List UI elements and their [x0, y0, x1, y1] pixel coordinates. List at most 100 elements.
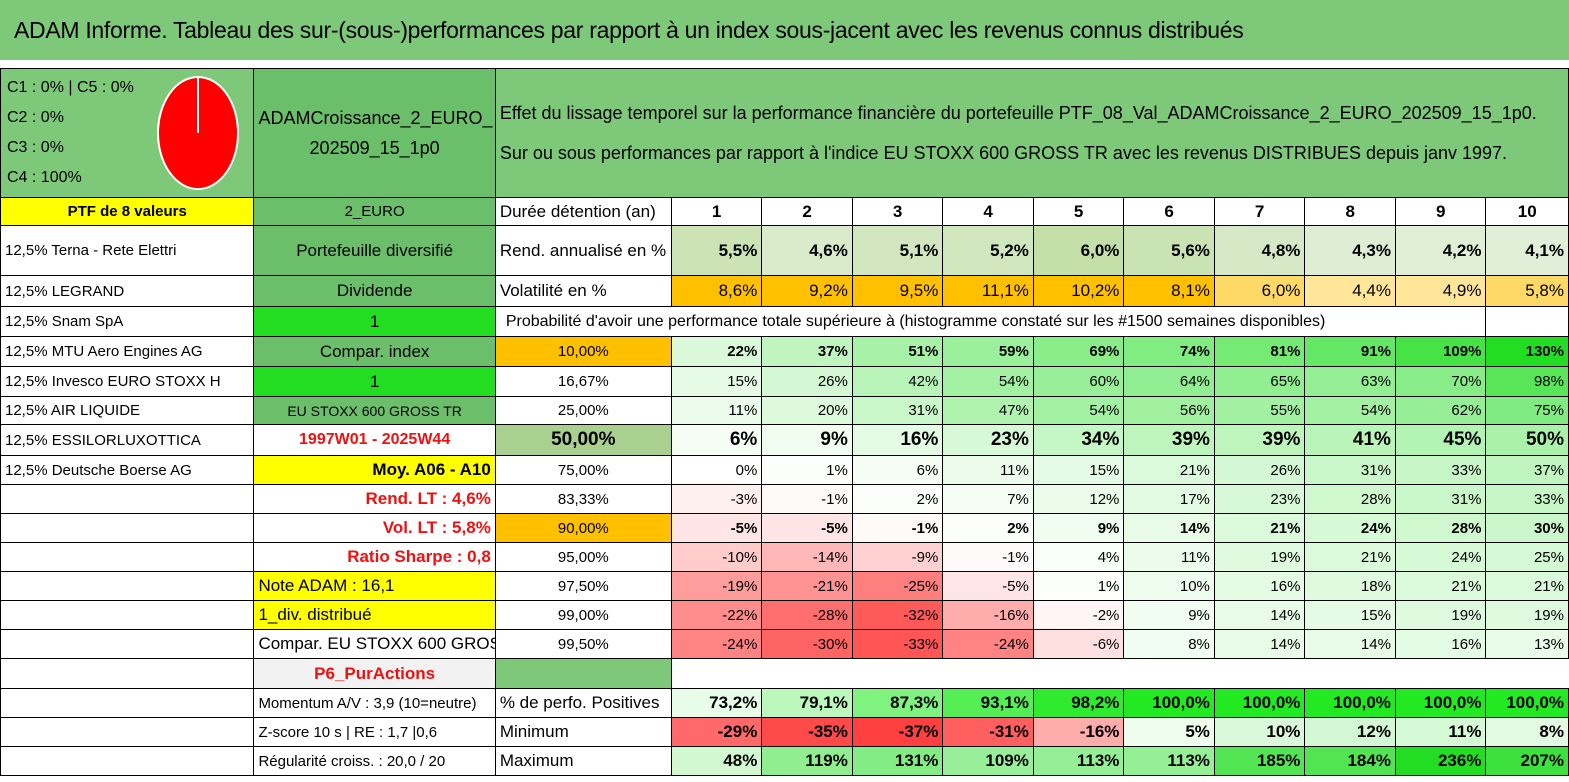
minimum-value: 8% — [1485, 717, 1569, 747]
minimum-value: -37% — [851, 717, 944, 747]
minimum-value: -31% — [942, 717, 1034, 747]
quantile-value: 59% — [942, 336, 1034, 367]
portfolio-name-line1: ADAMCroissance_2_EURO_ — [258, 108, 493, 128]
empty-cell — [0, 658, 255, 689]
quantile-value: 37% — [761, 336, 853, 367]
holding-item: 12,5% LEGRAND — [0, 275, 255, 307]
quantile-value: 1% — [761, 455, 853, 485]
quantile-value: 28% — [1304, 484, 1396, 514]
quantile-label: 25,00% — [494, 396, 672, 425]
quantile-value: 16% — [851, 424, 944, 456]
quantile-value: 81% — [1213, 336, 1306, 367]
regularity-label: Régularité croiss. : 20,0 / 20 — [253, 746, 496, 776]
quantile-value: 24% — [1394, 542, 1487, 572]
minimum-value: -35% — [761, 717, 853, 747]
vol-value: 11,1% — [942, 275, 1034, 307]
quantile-value: 1% — [1032, 571, 1125, 601]
quantile-value: -10% — [670, 542, 763, 572]
holding-item: 12,5% Snam SpA — [0, 306, 255, 337]
quantile-value: 18% — [1304, 571, 1396, 601]
quantile-value: 98% — [1485, 366, 1569, 397]
maximum-label: Maximum — [494, 746, 672, 776]
portfolio-name: ADAMCroissance_2_EURO_ 202509_15_1p0 — [253, 68, 496, 198]
rend-value: 4,1% — [1485, 225, 1569, 276]
rend-value: 5,5% — [670, 225, 763, 276]
vol-value: 6,0% — [1213, 275, 1306, 307]
quantile-value: 11% — [670, 396, 763, 425]
quantile-value: 42% — [851, 366, 944, 397]
quantile-value: 70% — [1394, 366, 1487, 397]
quantile-value: 34% — [1032, 424, 1125, 456]
portfolio-type: Portefeuille diversifié — [253, 225, 496, 276]
quantile-value: 22% — [670, 336, 763, 367]
quantile-value: -22% — [670, 600, 763, 630]
quantile-value: 28% — [1394, 513, 1487, 543]
positive-value: 100,0% — [1123, 688, 1215, 718]
quantile-value: -6% — [1032, 629, 1125, 659]
index-name: EU STOXX 600 GROSS TR — [253, 396, 496, 425]
empty-cell — [0, 484, 255, 514]
positive-value: 100,0% — [1485, 688, 1569, 718]
vol-value: 5,8% — [1485, 275, 1569, 307]
quantile-value: 11% — [942, 455, 1034, 485]
holding-item: 12,5% Invesco EURO STOXX H — [0, 366, 255, 397]
quantile-value: -5% — [670, 513, 763, 543]
quantile-value: 16% — [1394, 629, 1487, 659]
quantile-value: 19% — [1394, 600, 1487, 630]
portfolio-name-line2: 202509_15_1p0 — [309, 138, 440, 158]
rend-value: 4,8% — [1213, 225, 1306, 276]
quantile-value: 50% — [1485, 424, 1569, 456]
quantile-value: 31% — [851, 396, 944, 425]
quantile-value: 62% — [1394, 396, 1487, 425]
quantile-value: 12% — [1032, 484, 1125, 514]
comparison-label: Compar. EU STOXX 600 GROSS TI — [253, 629, 496, 659]
report-title: ADAM Informe. Tableau des sur-(sous-)per… — [0, 0, 1569, 60]
empty-cell — [670, 658, 1569, 689]
quantile-value: -1% — [761, 484, 853, 514]
quantile-label: 83,33% — [494, 484, 672, 514]
quantile-value: 65% — [1213, 366, 1306, 397]
quantile-value: 21% — [1123, 455, 1215, 485]
spacer — [0, 60, 1569, 68]
year-header: 4 — [942, 197, 1034, 226]
quantile-label: 97,50% — [494, 571, 672, 601]
quantile-value: -14% — [761, 542, 853, 572]
quantile-value: 39% — [1123, 424, 1215, 456]
quantile-value: 54% — [942, 366, 1034, 397]
positive-value: 79,1% — [761, 688, 853, 718]
quantile-value: 33% — [1394, 455, 1487, 485]
rend-value: 4,3% — [1304, 225, 1396, 276]
empty-cell — [0, 542, 255, 572]
quantile-value: 26% — [761, 366, 853, 397]
quantile-value: 21% — [1304, 542, 1396, 572]
holding-item: 12,5% ESSILORLUXOTTICA — [0, 424, 255, 456]
maximum-value: 48% — [670, 746, 763, 776]
empty-cell — [0, 571, 255, 601]
quantile-value: -16% — [942, 600, 1034, 630]
quantile-value: 30% — [1485, 513, 1569, 543]
year-header: 6 — [1123, 197, 1215, 226]
compar-index-value: 1 — [253, 366, 496, 397]
minimum-value: -16% — [1032, 717, 1125, 747]
quantile-value: -21% — [761, 571, 853, 601]
positive-value: 98,2% — [1032, 688, 1125, 718]
quantile-value: 31% — [1394, 484, 1487, 514]
holding-item: 12,5% Terna - Rete Elettri — [0, 225, 255, 276]
empty-cell — [0, 688, 255, 718]
maximum-value: 113% — [1123, 746, 1215, 776]
vol-value: 4,9% — [1394, 275, 1487, 307]
quantile-value: 54% — [1304, 396, 1396, 425]
quantile-value: 63% — [1304, 366, 1396, 397]
quantile-value: 21% — [1394, 571, 1487, 601]
currency-label: 2_EURO — [253, 197, 496, 226]
empty-cell — [0, 717, 255, 747]
quantile-value: 56% — [1123, 396, 1215, 425]
rend-value: 5,1% — [851, 225, 944, 276]
quantile-value: -25% — [851, 571, 944, 601]
quantile-value: 14% — [1123, 513, 1215, 543]
quantile-value: 21% — [1213, 513, 1306, 543]
legend-line: C1 : 0% | C5 : 0% — [7, 79, 134, 96]
quantile-value: 47% — [942, 396, 1034, 425]
dividend-distribution: 1_div. distribué — [253, 600, 496, 630]
